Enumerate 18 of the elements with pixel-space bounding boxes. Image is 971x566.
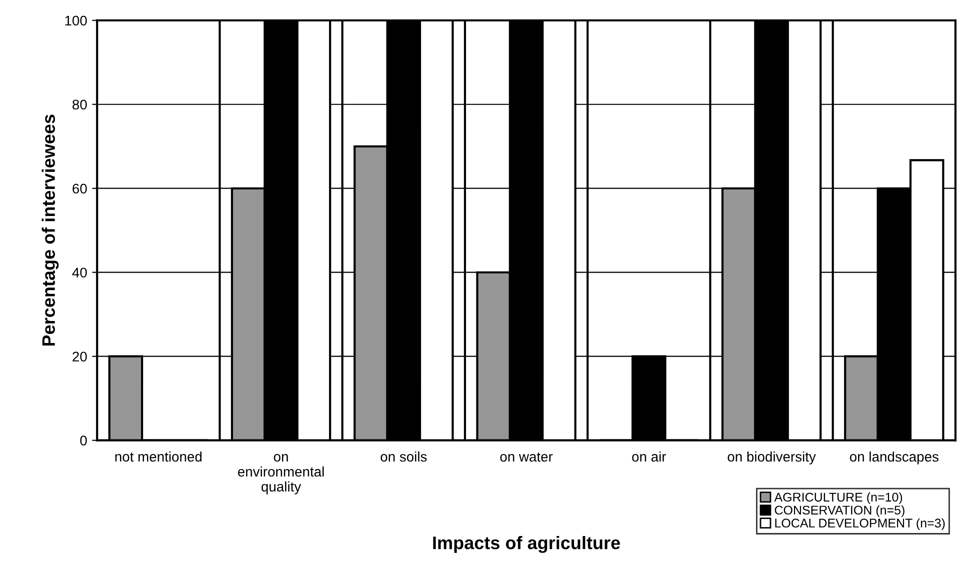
legend-label: CONSERVATION (n=5) xyxy=(774,505,904,518)
x-tick-label: not mentioned xyxy=(115,451,202,462)
x-tick-label: on soils xyxy=(380,451,427,462)
y-tick-label: 100 xyxy=(65,16,87,26)
y-axis-title: Percentage of interviewees xyxy=(42,114,59,346)
x-tick-label: on environmental quality xyxy=(238,454,324,494)
legend-label: LOCAL DEVELOPMENT (n=3) xyxy=(775,518,945,530)
y-tick-label: 0 xyxy=(80,436,87,446)
x-tick-label: on water xyxy=(500,452,553,462)
y-tick-label: 80 xyxy=(72,100,87,110)
y-tick-label: 20 xyxy=(72,352,87,362)
x-tick-label: on landscapes xyxy=(850,451,938,464)
x-axis-title: Impacts of agriculture xyxy=(433,536,620,553)
y-tick-label: 40 xyxy=(72,268,87,278)
legend-label: AGRICULTURE (n=10) xyxy=(774,492,902,504)
x-tick-label: on biodiversity xyxy=(728,451,816,464)
x-tick-label: on air xyxy=(632,451,666,462)
y-tick-label: 60 xyxy=(72,184,87,194)
